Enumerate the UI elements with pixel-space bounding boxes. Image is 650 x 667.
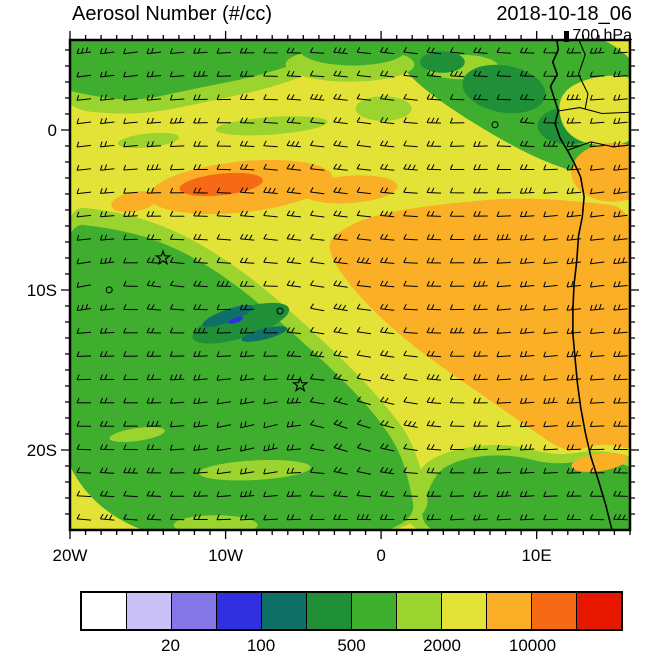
colorbar-cell xyxy=(487,593,532,629)
colorbar-tick-label: 10000 xyxy=(508,636,557,655)
lat-axis-label: 0 xyxy=(48,121,57,140)
field-region-topmid-green xyxy=(299,40,406,66)
field-region-coast-orange-south xyxy=(571,452,627,472)
field-region-land-yellow-north xyxy=(559,75,630,146)
colorbar-labels: 20 100 500 2000 10000 xyxy=(80,636,623,658)
field-region-south-lightgreen-streak-1 xyxy=(198,459,311,481)
country-border xyxy=(577,40,589,109)
colorbar-cell xyxy=(172,593,217,629)
coastline xyxy=(549,40,613,530)
colorbar xyxy=(80,591,623,631)
pressure-level: 700 hPa xyxy=(564,27,632,45)
field-region-orange-band-core xyxy=(179,172,263,197)
field-region-north-green-patch xyxy=(355,96,412,121)
colorbar-cell xyxy=(82,593,127,629)
field-region-orange-band-east xyxy=(302,175,398,204)
colorbar-tick-label: 2000 xyxy=(423,636,461,655)
field-region-topright-darkgreen-3 xyxy=(420,51,465,73)
lon-axis-label: 20W xyxy=(53,546,88,565)
field-region-teal-streak-1 xyxy=(202,304,254,327)
colorbar-tick-label: 500 xyxy=(337,636,366,655)
level-marker-icon xyxy=(564,30,570,42)
wind-barbs xyxy=(76,47,628,521)
field-region-teal-streak-2 xyxy=(241,326,288,342)
axis-ticks xyxy=(61,31,639,539)
lon-axis-label: 0 xyxy=(376,546,385,565)
lon-axis-label: 10W xyxy=(208,546,243,565)
pressure-level-label: 700 hPa xyxy=(572,27,632,44)
field-region-north-lightgreen-streak-2 xyxy=(117,132,180,148)
colorbar-cell xyxy=(127,593,172,629)
field-region-teal-underlay-darkgreen xyxy=(192,302,290,344)
plot-datetime: 2018-10-18_06 xyxy=(496,3,632,25)
map-field xyxy=(70,40,630,530)
colorbar-cell xyxy=(262,593,307,629)
calm-wind-circle xyxy=(105,286,113,294)
calm-wind-circle xyxy=(491,121,499,129)
star-marker xyxy=(291,376,309,393)
country-border xyxy=(558,107,630,115)
field-region-land-orange-east xyxy=(571,142,630,202)
plot-title: Aerosol Number (#/cc) xyxy=(72,3,273,25)
colorbar-cell xyxy=(577,593,621,629)
lat-axis-label: 20S xyxy=(27,441,57,460)
star-marker xyxy=(154,249,172,266)
colorbar-cell xyxy=(397,593,442,629)
colorbar-cell xyxy=(442,593,487,629)
field-region-orange-band-west xyxy=(111,191,158,213)
colorbar-cell xyxy=(532,593,577,629)
field-region-topright-darkgreen-1 xyxy=(462,64,546,114)
colorbar-tick-label: 100 xyxy=(246,636,276,655)
colorbar-cell xyxy=(352,593,397,629)
field-region-northwest-green xyxy=(70,40,310,100)
lon-axis-label: 10E xyxy=(521,546,551,565)
field-region-southeast-green xyxy=(422,455,630,530)
field-region-blue-speck xyxy=(228,316,244,324)
colorbar-cell xyxy=(217,593,262,629)
colorbar-cell xyxy=(307,593,352,629)
calm-wind-circle xyxy=(276,307,284,315)
field-region-north-lightgreen-streak-1 xyxy=(215,116,328,136)
field-region-south-lightgreen-streak-2 xyxy=(109,427,165,442)
colorbar-tick-label: 20 xyxy=(161,636,180,655)
lat-axis-label: 10S xyxy=(27,281,57,300)
field-region-south-lightgreen-streak-3 xyxy=(173,515,258,530)
